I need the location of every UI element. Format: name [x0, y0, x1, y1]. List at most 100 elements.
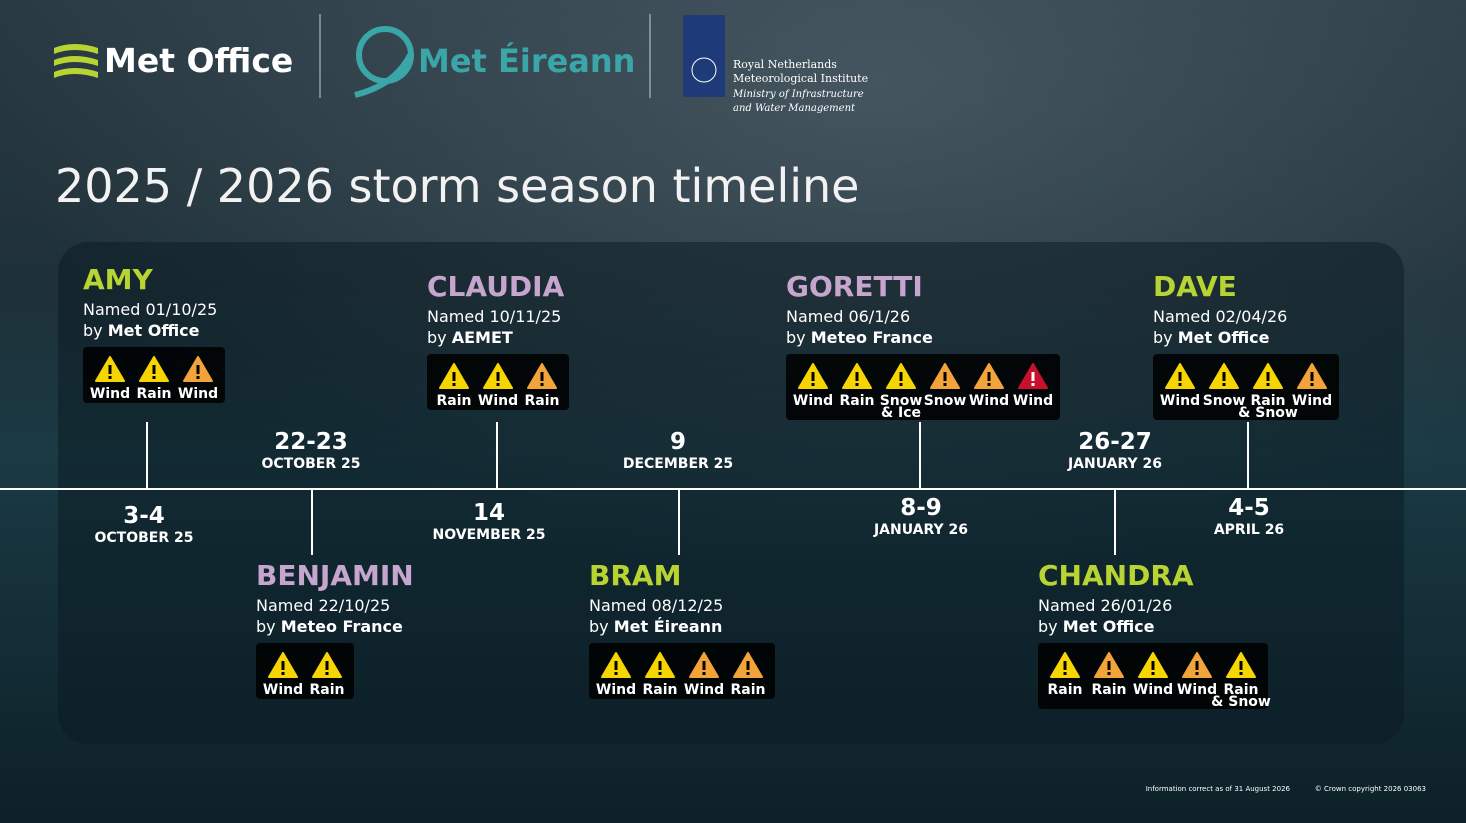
warning-exclaim	[899, 372, 903, 381]
warning-exclaim-dot	[1310, 383, 1314, 386]
warning-exclaim-dot	[1031, 383, 1035, 386]
warning-exclaim-dot	[1178, 383, 1182, 386]
knmi-line: and Water Management	[733, 103, 856, 114]
warning-label: Rain	[310, 682, 345, 698]
agency: AEMET	[452, 328, 513, 347]
footer-note: Information correct as of 31 August 2026	[1146, 785, 1291, 793]
named-by: by Meteo France	[786, 328, 933, 347]
by-word: by	[589, 617, 609, 636]
named-by: by Met Éireann	[589, 617, 722, 636]
storm-name: BRAM	[589, 559, 681, 592]
warning-label: Rain & Snow	[1211, 682, 1271, 710]
date-day: 4-5	[1228, 495, 1270, 521]
warning-exclaim	[1222, 372, 1226, 381]
knmi-crest	[691, 57, 717, 83]
warning-label: Snow	[1203, 393, 1246, 409]
warning-exclaim	[1151, 661, 1155, 670]
warning-label: Rain	[525, 393, 560, 409]
warning-label: Wind	[969, 393, 1009, 409]
storm-name: CLAUDIA	[427, 270, 565, 303]
named-date: Named 10/11/25	[427, 307, 561, 326]
date-month: JANUARY 26	[1067, 456, 1162, 472]
knmi-line: Ministry of Infrastructure	[732, 89, 864, 100]
warning-exclaim	[1195, 661, 1199, 670]
date-month: JANUARY 26	[873, 522, 968, 538]
agency: Meteo France	[281, 617, 403, 636]
agency: Meteo France	[811, 328, 933, 347]
warning-exclaim-dot	[658, 672, 662, 675]
by-word: by	[427, 328, 447, 347]
warning-exclaim-dot	[1266, 383, 1270, 386]
warning-label: Rain	[137, 386, 172, 402]
warning-label: Wind	[263, 682, 303, 698]
warning-exclaim-dot	[746, 672, 750, 675]
warning-exclaim	[1310, 372, 1314, 381]
warning-label: Rain	[1092, 682, 1127, 698]
named-date: Named 26/01/26	[1038, 596, 1172, 615]
warning-exclaim	[943, 372, 947, 381]
by-word: by	[1038, 617, 1058, 636]
warning-label: Rain	[437, 393, 472, 409]
date-month: APRIL 26	[1214, 522, 1284, 538]
met-eireann-logo: Met Éireann	[354, 26, 635, 98]
named-by: by Met Office	[1038, 617, 1155, 636]
agency: Met Office	[1178, 328, 1270, 347]
warning-label: Wind	[684, 682, 724, 698]
storm-name: CHANDRA	[1038, 559, 1194, 592]
named-by: by Met Office	[1153, 328, 1270, 347]
named-date: Named 01/10/25	[83, 300, 217, 319]
warning-label: Wind	[178, 386, 218, 402]
agency: Met Office	[1063, 617, 1155, 636]
warning-exclaim	[108, 365, 112, 374]
met-eireann-name: Met Éireann	[418, 42, 635, 80]
warning-label: Rain	[840, 393, 875, 409]
timeline-panel	[58, 242, 1404, 744]
warning-label: Rain	[731, 682, 766, 698]
storm: CHANDRA Named 26/01/26 by Met Office Rain Ra…	[1038, 429, 1271, 710]
warning-exclaim	[325, 661, 329, 670]
met-office-icon	[54, 44, 98, 78]
warning-label: Wind	[1013, 393, 1053, 409]
knmi-icon	[683, 15, 725, 97]
warning-box	[589, 643, 775, 699]
warning-exclaim-dot	[452, 383, 456, 386]
warning-exclaim-dot	[1063, 672, 1067, 675]
named-date: Named 22/10/25	[256, 596, 390, 615]
warning-exclaim	[811, 372, 815, 381]
agency: Met Éireann	[614, 617, 723, 636]
warning-exclaim	[196, 365, 200, 374]
warning-exclaim-dot	[1239, 672, 1243, 675]
knmi-line: Royal Netherlands	[733, 58, 837, 71]
warning-exclaim-dot	[1195, 672, 1199, 675]
warning-exclaim	[152, 365, 156, 374]
storm: CLAUDIA Named 10/11/25 by AEMET Rain Wind Rai…	[427, 270, 569, 543]
met-office-logo: Met Office	[54, 41, 293, 80]
storm-name: AMY	[83, 263, 154, 296]
warning-exclaim-dot	[614, 672, 618, 675]
warning-label: Wind	[90, 386, 130, 402]
agency: Met Office	[108, 321, 200, 340]
warning-exclaim	[614, 661, 618, 670]
met-eireann-swirl	[354, 53, 413, 98]
warning-exclaim-dot	[1107, 672, 1111, 675]
warning-exclaim-dot	[152, 376, 156, 379]
knmi-logo: Royal Netherlands Meteorological Institu…	[683, 15, 868, 114]
by-word: by	[786, 328, 806, 347]
date-day: 14	[473, 500, 505, 526]
warning-label: Rain & Snow	[1238, 393, 1298, 421]
met-office-name: Met Office	[104, 41, 293, 80]
storm-name: BENJAMIN	[256, 559, 414, 592]
warning-exclaim-dot	[702, 672, 706, 675]
warning-exclaim-dot	[1151, 672, 1155, 675]
named-date: Named 08/12/25	[589, 596, 723, 615]
storm: GORETTI Named 06/1/26 by Meteo France Wind R…	[786, 270, 1060, 538]
warning-exclaim	[452, 372, 456, 381]
date-day: 22-23	[274, 429, 348, 455]
warning-exclaim	[281, 661, 285, 670]
warning-exclaim-dot	[943, 383, 947, 386]
warning-label: Wind	[1177, 682, 1217, 698]
by-word: by	[1153, 328, 1173, 347]
warning-label: Wind	[478, 393, 518, 409]
storm-name: GORETTI	[786, 270, 923, 303]
